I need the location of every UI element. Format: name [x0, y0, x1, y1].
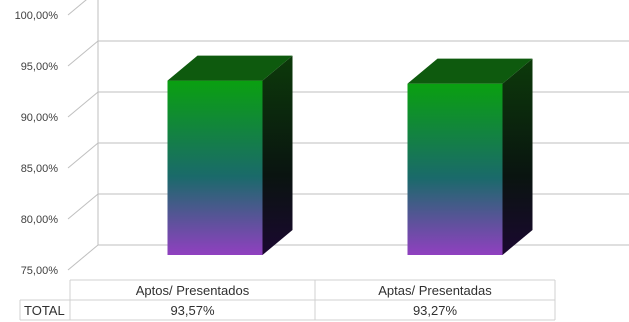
- bar-top: [167, 55, 293, 81]
- y-axis: 75,00% 80,00% 85,00% 90,00% 95,00% 100,00%: [15, 10, 59, 277]
- bar-side: [502, 58, 533, 256]
- data-label: 93,57%: [170, 303, 215, 318]
- data-label: 93,27%: [413, 303, 458, 318]
- gridline-diagonal: [67, 193, 99, 220]
- y-tick-label: 95,00%: [21, 61, 59, 73]
- y-tick-label: 75,00%: [21, 265, 59, 277]
- gridline-diagonal: [67, 0, 87, 16]
- grid-layer: [67, 0, 629, 271]
- bar-front: [407, 83, 503, 256]
- y-tick-label: 80,00%: [21, 214, 59, 226]
- bar: [407, 58, 533, 256]
- y-tick-label: 85,00%: [21, 163, 59, 175]
- bars: [167, 55, 533, 256]
- bar-side: [262, 55, 293, 255]
- y-tick-label: 100,00%: [15, 10, 59, 22]
- category-label: Aptas/ Presentadas: [378, 283, 492, 298]
- category-label: Aptos/ Presentados: [136, 283, 250, 298]
- bar: [167, 55, 293, 255]
- y-tick-label: 90,00%: [21, 112, 59, 124]
- gridline-diagonal: [67, 244, 99, 271]
- gridline-diagonal: [67, 142, 99, 169]
- gridline-diagonal: [67, 40, 99, 67]
- bar-top: [407, 58, 533, 84]
- data-table: Aptos/ Presentados Aptas/ Presentadas TOTA…: [19, 279, 556, 321]
- bar-front: [167, 80, 263, 255]
- table-row-label: TOTAL: [24, 303, 65, 318]
- gridline-diagonal: [67, 91, 99, 118]
